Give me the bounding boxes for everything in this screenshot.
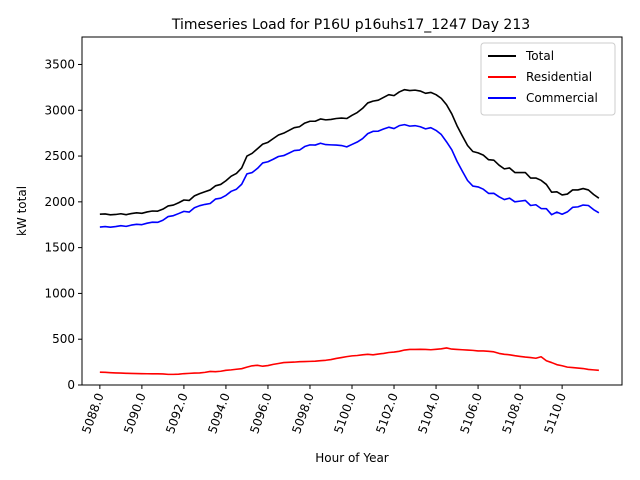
- legend-label-commercial: Commercial: [526, 91, 598, 105]
- legend: Total Residential Commercial: [480, 42, 616, 116]
- series-line-residential: [99, 347, 599, 376]
- series-line-commercial: [99, 123, 600, 229]
- y-tick-label: 2000: [44, 195, 75, 209]
- x-axis-label: Hour of Year: [315, 451, 389, 465]
- y-tick-label: 1500: [44, 241, 75, 255]
- chart-title: Timeseries Load for P16U p16uhs17_1247 D…: [171, 17, 530, 33]
- series-line-total: [99, 88, 600, 216]
- legend-label-total: Total: [525, 49, 554, 63]
- y-axis: 0 500 1000 1500 2000 2500 3000 3500: [44, 57, 82, 392]
- y-tick-label: 1000: [44, 286, 75, 300]
- y-tick-label: 3000: [44, 103, 75, 117]
- y-axis-label: kW total: [15, 186, 29, 236]
- legend-label-residential: Residential: [526, 70, 592, 84]
- y-tick-label: 0: [67, 378, 75, 392]
- y-tick-label: 500: [52, 332, 75, 346]
- y-tick-label: 3500: [44, 57, 75, 71]
- series-lines: [99, 88, 600, 376]
- y-tick-label: 2500: [44, 149, 75, 163]
